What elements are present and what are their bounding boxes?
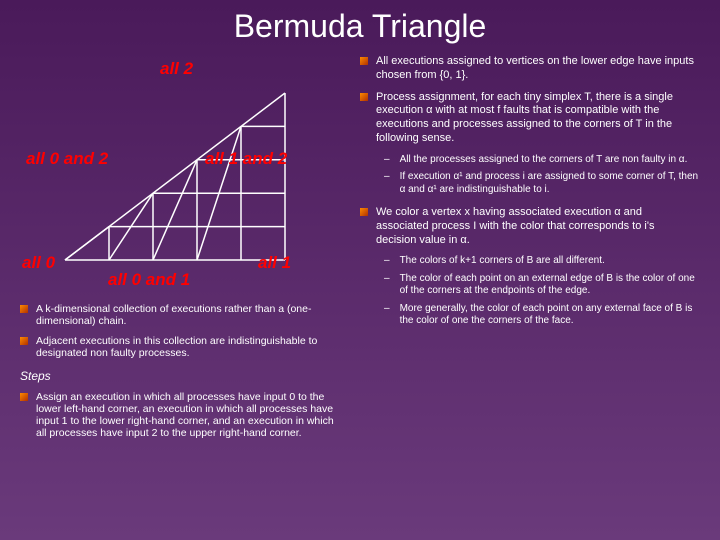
content-area: all 2 all 0 and 2 all 1 and 2 all 0 all 1 all… — [0, 45, 720, 447]
left-column: all 2 all 0 and 2 all 1 and 2 all 0 all 1 all… — [20, 55, 340, 447]
sub-text: The colors of k+1 corners of B are all d… — [400, 255, 605, 268]
bullet-icon — [360, 57, 368, 65]
step-bullet-1: Assign an execution in which all process… — [20, 391, 340, 439]
diagram-label: all 1 and 2 — [205, 149, 287, 169]
bullet-text: Assign an execution in which all process… — [36, 391, 335, 439]
right-column: All executions assigned to vertices on t… — [360, 55, 700, 447]
left-bullet-1: A k-dimensional collection of executions… — [20, 303, 340, 327]
bullet-text: All executions assigned to vertices on t… — [376, 55, 695, 83]
dash-icon: – — [384, 154, 390, 167]
left-text-block: A k-dimensional collection of executions… — [20, 303, 340, 439]
bullet-icon — [360, 93, 368, 101]
bullet-icon — [20, 305, 28, 313]
sub-text: More generally, the color of each point … — [400, 303, 700, 328]
sub-bullet-5: – More generally, the color of each poin… — [384, 303, 700, 328]
bullet-text: Adjacent executions in this collection a… — [36, 335, 335, 359]
dash-icon: – — [384, 171, 390, 196]
bullet-text: Process assignment, for each tiny simple… — [376, 91, 695, 146]
sub-text: If execution α¹ and process i are assign… — [400, 171, 700, 196]
dash-icon: – — [384, 303, 390, 328]
bullet-icon — [360, 208, 368, 216]
sub-bullet-2: – If execution α¹ and process i are assi… — [384, 171, 700, 196]
bullet-text: A k-dimensional collection of executions… — [36, 303, 335, 327]
sub-text: All the processes assigned to the corner… — [400, 154, 688, 167]
dash-icon: – — [384, 255, 390, 268]
bullet-text: We color a vertex x having associated ex… — [376, 206, 695, 247]
right-bullet-3: We color a vertex x having associated ex… — [360, 206, 700, 247]
bullet-icon — [20, 393, 28, 401]
sub-text: The color of each point on an external e… — [400, 273, 700, 298]
diagram-label: all 0 and 1 — [108, 270, 190, 290]
diagram-label: all 2 — [160, 59, 193, 79]
left-bullet-2: Adjacent executions in this collection a… — [20, 335, 340, 359]
dash-icon: – — [384, 273, 390, 298]
right-bullet-2: Process assignment, for each tiny simple… — [360, 91, 700, 146]
steps-heading: Steps — [20, 369, 340, 383]
sub-bullet-1: – All the processes assigned to the corn… — [384, 154, 700, 167]
diagram-label: all 0 — [22, 253, 55, 273]
sub-bullet-4: – The color of each point on an external… — [384, 273, 700, 298]
triangle-diagram: all 2all 0 and 2all 1 and 2all 0all 1all… — [30, 65, 320, 295]
page-title: Bermuda Triangle — [0, 0, 720, 45]
diagram-label: all 1 — [258, 253, 291, 273]
right-bullet-1: All executions assigned to vertices on t… — [360, 55, 700, 83]
diagram-label: all 0 and 2 — [26, 149, 108, 169]
bullet-icon — [20, 337, 28, 345]
sub-bullet-3: – The colors of k+1 corners of B are all… — [384, 255, 700, 268]
